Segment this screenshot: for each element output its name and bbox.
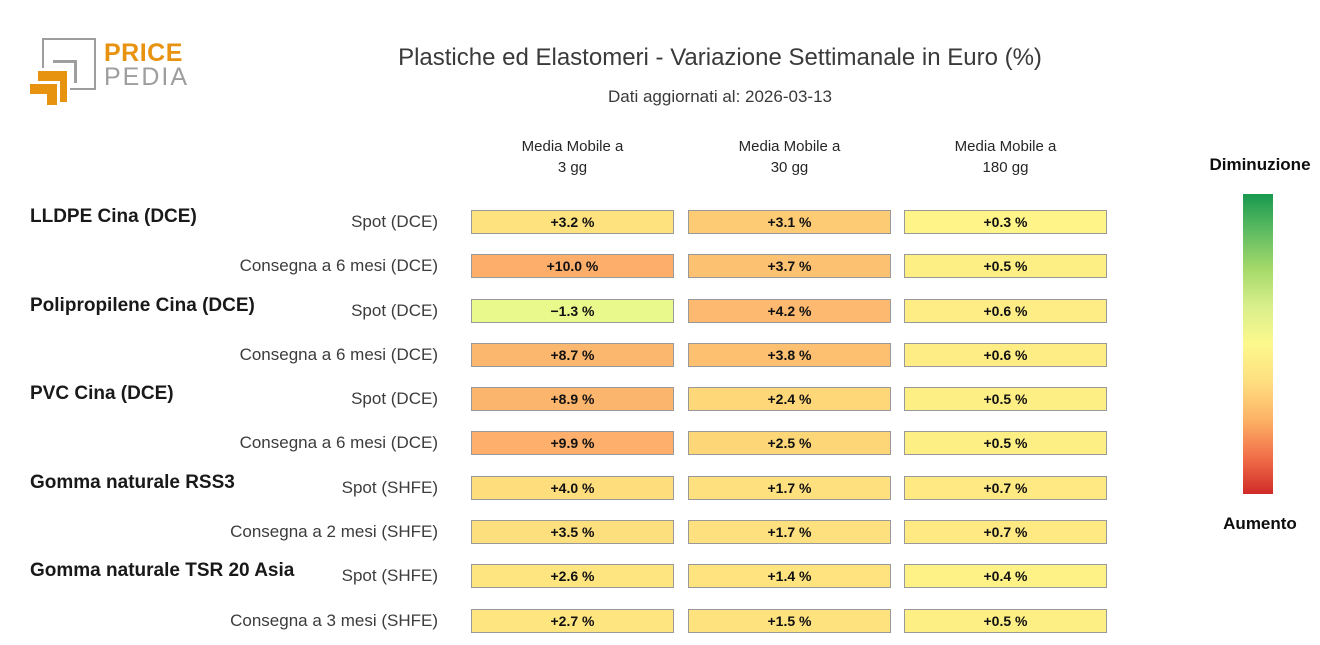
logo-price-text: PRICE xyxy=(104,39,183,67)
row-sub-label: Spot (SHFE) xyxy=(341,478,438,497)
heatmap-cell: +3.2 % xyxy=(471,210,674,234)
heatmap-cell: +0.6 % xyxy=(904,299,1107,323)
row-sub-label: Spot (DCE) xyxy=(351,212,438,231)
page-subtitle: Dati aggiornati al: 2026-03-13 xyxy=(608,87,832,106)
row-sub-label: Consegna a 3 mesi (SHFE) xyxy=(230,611,438,630)
row-sub-label: Spot (DCE) xyxy=(351,301,438,320)
heatmap-cell: +0.3 % xyxy=(904,210,1107,234)
column-header-line2: 180 gg xyxy=(982,159,1029,176)
heatmap-cell: +8.7 % xyxy=(471,343,674,367)
legend-bottom-label: Aumento xyxy=(1223,514,1297,533)
heatmap-cell: −1.3 % xyxy=(471,299,674,323)
heatmap-cell: +3.1 % xyxy=(688,210,891,234)
heatmap-cell: +2.4 % xyxy=(688,387,891,411)
heatmap-cell: +9.9 % xyxy=(471,431,674,455)
row-group-label: Gomma naturale TSR 20 Asia xyxy=(30,560,295,581)
heatmap-cell: +1.5 % xyxy=(688,609,891,633)
heatmap-cell: +0.5 % xyxy=(904,431,1107,455)
row-group-label: LLDPE Cina (DCE) xyxy=(30,206,197,227)
heatmap-cell: +3.5 % xyxy=(471,520,674,544)
heatmap-cell: +2.6 % xyxy=(471,564,674,588)
row-group-label: Polipropilene Cina (DCE) xyxy=(30,295,255,316)
heatmap-cell: +2.7 % xyxy=(471,609,674,633)
heatmap-cell: +0.6 % xyxy=(904,343,1107,367)
heatmap-cell: +4.0 % xyxy=(471,476,674,500)
row-sub-label: Spot (SHFE) xyxy=(341,566,438,585)
row-sub-label: Consegna a 6 mesi (DCE) xyxy=(239,433,438,452)
heatmap-cell: +2.5 % xyxy=(688,431,891,455)
column-header-line1: Media Mobile a xyxy=(521,138,624,155)
heatmap-cell: +4.2 % xyxy=(688,299,891,323)
column-header-line2: 3 gg xyxy=(557,159,588,176)
heatmap-cell: +0.5 % xyxy=(904,387,1107,411)
logo-orange-bracket-icon xyxy=(38,71,67,102)
heatmap-cell: +0.4 % xyxy=(904,564,1107,588)
column-header-line2: 30 gg xyxy=(770,159,809,176)
column-header-30gg: Media Mobile a 30 gg xyxy=(688,136,891,178)
heatmap-cell: +10.0 % xyxy=(471,254,674,278)
row-sub-label: Consegna a 2 mesi (SHFE) xyxy=(230,522,438,541)
heatmap-cell: +1.4 % xyxy=(688,564,891,588)
logo-gray-bracket-icon xyxy=(53,60,77,83)
heatmap-cell: +1.7 % xyxy=(688,476,891,500)
heatmap-cell: +0.5 % xyxy=(904,609,1107,633)
logo-pedia-text: PEDIA xyxy=(104,63,190,91)
row-sub-label: Consegna a 6 mesi (DCE) xyxy=(239,345,438,364)
heatmap-cell: +3.7 % xyxy=(688,254,891,278)
column-header-180gg: Media Mobile a 180 gg xyxy=(904,136,1107,178)
page-title: Plastiche ed Elastomeri - Variazione Set… xyxy=(398,44,1042,71)
legend-top-label: Diminuzione xyxy=(1209,155,1311,174)
heatmap-cell: +0.7 % xyxy=(904,520,1107,544)
row-group-label: PVC Cina (DCE) xyxy=(30,383,174,404)
legend-gradient-bar xyxy=(1243,194,1273,494)
heatmap-cell: +3.8 % xyxy=(688,343,891,367)
column-header-line1: Media Mobile a xyxy=(954,138,1057,155)
column-header-3gg: Media Mobile a 3 gg xyxy=(471,136,674,178)
heatmap-cell: +0.7 % xyxy=(904,476,1107,500)
heatmap-cell: +8.9 % xyxy=(471,387,674,411)
heatmap-cell: +1.7 % xyxy=(688,520,891,544)
logo-orange-bracket-front-icon xyxy=(30,84,57,105)
column-header-line1: Media Mobile a xyxy=(738,138,841,155)
row-sub-label: Spot (DCE) xyxy=(351,389,438,408)
row-sub-label: Consegna a 6 mesi (DCE) xyxy=(239,256,438,275)
heatmap-cell: +0.5 % xyxy=(904,254,1107,278)
row-group-label: Gomma naturale RSS3 xyxy=(30,472,235,493)
